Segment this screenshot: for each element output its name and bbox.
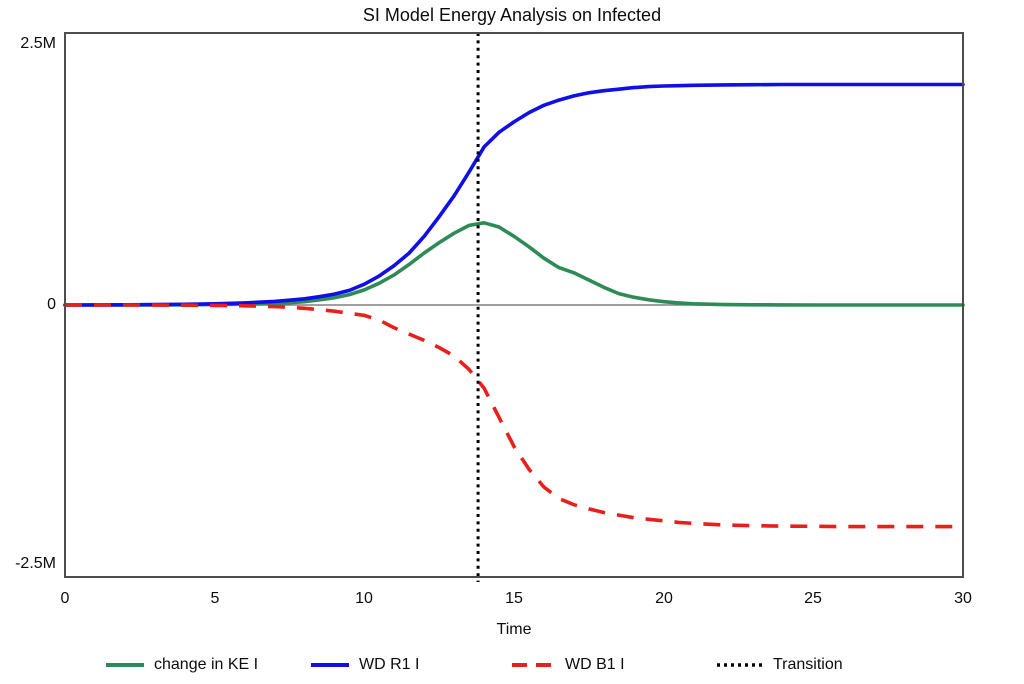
legend-item-change-in-ke: change in KE I (105, 652, 258, 678)
x-axis-label: Time (496, 621, 532, 638)
y-tick-2500000: 2.5M (20, 35, 56, 52)
x-tick-10: 10 (355, 590, 373, 607)
x-tick-5: 5 (210, 590, 220, 607)
series-line-wd-r1 (63, 82, 965, 307)
x-tick-20: 20 (655, 590, 673, 607)
series-line-wd-b1 (65, 303, 963, 529)
plot-border (64, 32, 964, 578)
y-tick-0: 0 (47, 296, 56, 313)
x-tick-30: 30 (954, 590, 972, 607)
legend-dotted-black-line-icon (717, 663, 763, 667)
chart-title: SI Model Energy Analysis on Infected (362, 5, 662, 25)
legend-item-wd-b1: WD B1 I (512, 652, 625, 678)
x-tick-0: 0 (60, 590, 70, 607)
legend-dashed-red-line-icon (512, 663, 556, 667)
legend-item-wd-r1: WD R1 I (310, 652, 419, 678)
legend-solid-green-line-icon (106, 663, 144, 667)
legend-label-wd-b1: WD B1 I (565, 656, 625, 673)
legend-item-transition: Transition (716, 652, 843, 678)
x-tick-25: 25 (804, 590, 822, 607)
y-tick-neg-2500000: -2.5M (15, 555, 56, 572)
legend-label-transition: Transition (773, 656, 843, 673)
legend-label-change-in-ke: change in KE I (154, 656, 259, 673)
legend-solid-blue-line-icon (311, 663, 349, 667)
x-tick-15: 15 (505, 590, 523, 607)
series-line-change-in-ke (63, 221, 965, 307)
legend-label-wd-r1: WD R1 I (359, 656, 420, 673)
